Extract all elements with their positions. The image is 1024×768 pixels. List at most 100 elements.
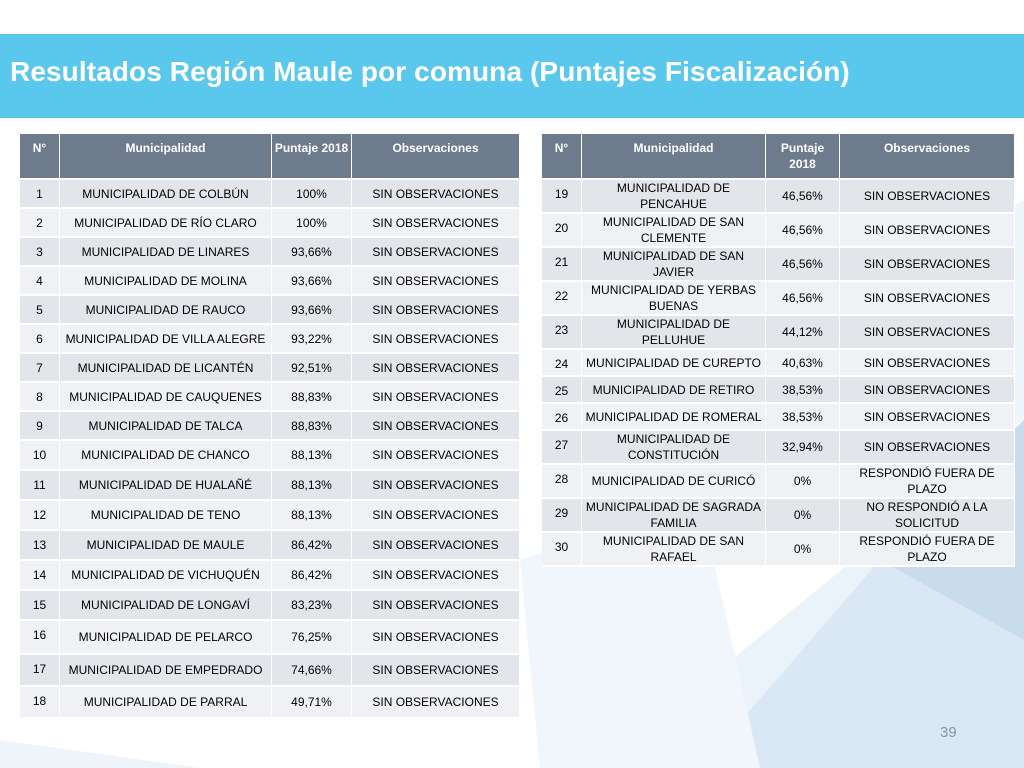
table-row: 30 MUNICIPALIDAD DE SAN RAFAEL 0% RESPONDIÓ… <box>542 533 1015 567</box>
cell-observations: SIN OBSERVACIONES <box>352 325 520 354</box>
table-row: 13 MUNICIPALIDAD DE MAULE 86,42% SIN OBSERV… <box>20 531 520 561</box>
cell-score: 88,83% <box>272 383 352 412</box>
cell-observations: SIN OBSERVACIONES <box>352 383 520 412</box>
cell-municipality: MUNICIPALIDAD DE PELLUHUE <box>582 316 766 350</box>
cell-observations: SIN OBSERVACIONES <box>352 238 520 267</box>
cell-number: 23 <box>542 316 582 350</box>
table-row: 28 MUNICIPALIDAD DE CURICÓ 0% RESPONDIÓ FUE… <box>542 465 1015 499</box>
table-row: 3 MUNICIPALIDAD DE LINARES 93,66% SIN OBSER… <box>20 238 520 267</box>
table-row: 11 MUNICIPALIDAD DE HUALAÑÉ 88,13% SIN OBSE… <box>20 471 520 501</box>
table-row: 10 MUNICIPALIDAD DE CHANCO 88,13% SIN OBSER… <box>20 441 520 471</box>
cell-municipality: MUNICIPALIDAD DE MOLINA <box>60 267 272 296</box>
cell-number: 5 <box>20 296 60 325</box>
cell-score: 88,13% <box>272 471 352 501</box>
cell-observations: SIN OBSERVACIONES <box>352 267 520 296</box>
cell-municipality: MUNICIPALIDAD DE RÍO CLARO <box>60 209 272 238</box>
cell-number: 28 <box>542 465 582 499</box>
cell-municipality: MUNICIPALIDAD DE PARRAL <box>60 687 272 719</box>
cell-number: 16 <box>20 621 60 655</box>
title-band: Resultados Región Maule por comuna (Punt… <box>0 34 1024 118</box>
cell-municipality: MUNICIPALIDAD DE ROMERAL <box>582 404 766 431</box>
col-header-municipality: Municipalidad <box>582 134 766 178</box>
cell-municipality: MUNICIPALIDAD DE LICANTÉN <box>60 354 272 383</box>
cell-score: 40,63% <box>766 350 840 377</box>
cell-observations: SIN OBSERVACIONES <box>840 350 1015 377</box>
page-number: 39 <box>940 724 957 741</box>
cell-municipality: MUNICIPALIDAD DE COLBÚN <box>60 180 272 209</box>
cell-score: 49,71% <box>272 687 352 719</box>
cell-number: 25 <box>542 377 582 404</box>
cell-observations: SIN OBSERVACIONES <box>352 561 520 591</box>
table-row: 19 MUNICIPALIDAD DE PENCAHUE 46,56% SIN OBS… <box>542 180 1015 214</box>
cell-observations: SIN OBSERVACIONES <box>352 180 520 209</box>
cell-municipality: MUNICIPALIDAD DE RETIRO <box>582 377 766 404</box>
cell-municipality: MUNICIPALIDAD DE CURICÓ <box>582 465 766 499</box>
cell-observations: SIN OBSERVACIONES <box>840 316 1015 350</box>
cell-observations: SIN OBSERVACIONES <box>840 377 1015 404</box>
table-row: 17 MUNICIPALIDAD DE EMPEDRADO 74,66% SIN OB… <box>20 655 520 687</box>
cell-score: 38,53% <box>766 404 840 431</box>
cell-number: 6 <box>20 325 60 354</box>
col-header-observations: Observaciones <box>352 134 520 178</box>
cell-score: 86,42% <box>272 561 352 591</box>
cell-municipality: MUNICIPALIDAD DE SAGRADA FAMILIA <box>582 499 766 533</box>
table-row: 2 MUNICIPALIDAD DE RÍO CLARO 100% SIN OBSER… <box>20 209 520 238</box>
cell-score: 38,53% <box>766 377 840 404</box>
table-row: 22 MUNICIPALIDAD DE YERBAS BUENAS 46,56% SI… <box>542 282 1015 316</box>
cell-number: 30 <box>542 533 582 567</box>
cell-observations: SIN OBSERVACIONES <box>352 531 520 561</box>
table-row: 14 MUNICIPALIDAD DE VICHUQUÉN 86,42% SIN OB… <box>20 561 520 591</box>
cell-number: 21 <box>542 248 582 282</box>
col-header-num: N° <box>542 134 582 178</box>
table-row: 15 MUNICIPALIDAD DE LONGAVÍ 83,23% SIN OBSE… <box>20 591 520 621</box>
cell-observations: SIN OBSERVACIONES <box>840 180 1015 214</box>
table-row: 25 MUNICIPALIDAD DE RETIRO 38,53% SIN OBSER… <box>542 377 1015 404</box>
table-row: 26 MUNICIPALIDAD DE ROMERAL 38,53% SIN OBSE… <box>542 404 1015 431</box>
cell-observations: SIN OBSERVACIONES <box>352 621 520 655</box>
results-table-left-body: 1 MUNICIPALIDAD DE COLBÚN 100% SIN OBSERVAC… <box>20 180 520 719</box>
cell-municipality: MUNICIPALIDAD DE TALCA <box>60 412 272 441</box>
table-row: 9 MUNICIPALIDAD DE TALCA 88,83% SIN OBSERVA… <box>20 412 520 441</box>
cell-score: 100% <box>272 180 352 209</box>
cell-score: 86,42% <box>272 531 352 561</box>
cell-score: 46,56% <box>766 248 840 282</box>
cell-score: 0% <box>766 465 840 499</box>
cell-score: 0% <box>766 499 840 533</box>
results-table-right-body: 19 MUNICIPALIDAD DE PENCAHUE 46,56% SIN OBS… <box>542 180 1015 567</box>
cell-score: 93,22% <box>272 325 352 354</box>
cell-score: 32,94% <box>766 431 840 465</box>
table-row: 12 MUNICIPALIDAD DE TENO 88,13% SIN OBSERVA… <box>20 501 520 531</box>
cell-number: 19 <box>542 180 582 214</box>
table-row: 29 MUNICIPALIDAD DE SAGRADA FAMILIA 0% NO R… <box>542 499 1015 533</box>
cell-municipality: MUNICIPALIDAD DE CUREPTO <box>582 350 766 377</box>
cell-score: 92,51% <box>272 354 352 383</box>
cell-score: 88,13% <box>272 441 352 471</box>
cell-score: 46,56% <box>766 180 840 214</box>
cell-municipality: MUNICIPALIDAD DE VILLA ALEGRE <box>60 325 272 354</box>
cell-municipality: MUNICIPALIDAD DE SAN JAVIER <box>582 248 766 282</box>
cell-observations: SIN OBSERVACIONES <box>352 471 520 501</box>
cell-observations: SIN OBSERVACIONES <box>352 687 520 719</box>
cell-observations: SIN OBSERVACIONES <box>352 591 520 621</box>
cell-number: 8 <box>20 383 60 412</box>
cell-observations: NO RESPONDIÓ A LA SOLICITUD <box>840 499 1015 533</box>
cell-municipality: MUNICIPALIDAD DE VICHUQUÉN <box>60 561 272 591</box>
table-row: 16 MUNICIPALIDAD DE PELARCO 76,25% SIN OBSE… <box>20 621 520 655</box>
cell-observations: RESPONDIÓ FUERA DE PLAZO <box>840 533 1015 567</box>
cell-number: 12 <box>20 501 60 531</box>
cell-score: 76,25% <box>272 621 352 655</box>
table-row: 4 MUNICIPALIDAD DE MOLINA 93,66% SIN OBSERV… <box>20 267 520 296</box>
cell-number: 27 <box>542 431 582 465</box>
cell-score: 93,66% <box>272 296 352 325</box>
cell-municipality: MUNICIPALIDAD DE TENO <box>60 501 272 531</box>
col-header-score: Puntaje 2018 <box>766 134 840 178</box>
cell-municipality: MUNICIPALIDAD DE HUALAÑÉ <box>60 471 272 501</box>
col-header-observations: Observaciones <box>840 134 1015 178</box>
table-row: 21 MUNICIPALIDAD DE SAN JAVIER 46,56% SIN O… <box>542 248 1015 282</box>
cell-score: 0% <box>766 533 840 567</box>
cell-municipality: MUNICIPALIDAD DE RAUCO <box>60 296 272 325</box>
table-row: 18 MUNICIPALIDAD DE PARRAL 49,71% SIN OBSER… <box>20 687 520 719</box>
cell-municipality: MUNICIPALIDAD DE SAN RAFAEL <box>582 533 766 567</box>
cell-score: 88,83% <box>272 412 352 441</box>
cell-score: 83,23% <box>272 591 352 621</box>
